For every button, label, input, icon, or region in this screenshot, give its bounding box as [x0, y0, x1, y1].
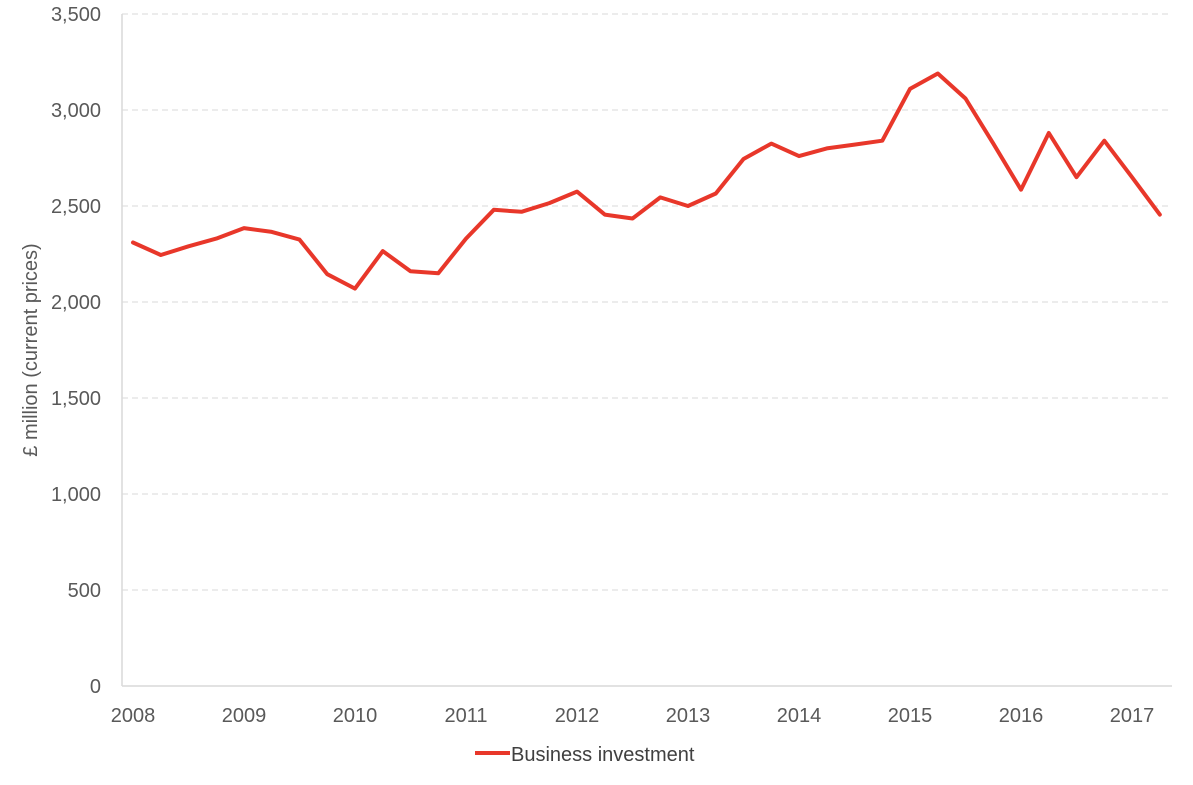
y-tick-label: 2,500	[51, 196, 101, 218]
x-tick-label: 2013	[666, 705, 711, 727]
x-tick-label: 2011	[444, 705, 487, 727]
y-axis-title: £ million (current prices)	[20, 243, 42, 456]
y-tick-label: 3,500	[51, 4, 101, 26]
x-tick-label: 2017	[1110, 705, 1155, 727]
x-tick-label: 2015	[888, 705, 933, 727]
x-tick-label: 2016	[999, 705, 1044, 727]
x-tick-label: 2008	[111, 705, 156, 727]
y-tick-label: 1,000	[51, 484, 101, 506]
x-tick-label: 2014	[777, 705, 822, 727]
legend: Business investment	[475, 744, 695, 766]
y-axis-ticks: 0 500 1,000 1,500 2,000 2,500 3,000 3,500	[51, 4, 101, 698]
x-tick-label: 2010	[333, 705, 378, 727]
series-group	[131, 71, 1162, 291]
x-axis-ticks: 2008 2009 2010 2011 2012 2013 2014 2015 2016 2017	[111, 705, 1155, 727]
y-tick-label: 1,500	[51, 388, 101, 410]
gridlines	[122, 13, 1172, 591]
y-tick-label: 500	[68, 580, 101, 602]
x-tick-label: 2012	[555, 705, 600, 727]
y-tick-label: 2,000	[51, 292, 101, 314]
x-tick-label: 2009	[222, 705, 267, 727]
legend-label: Business investment	[511, 744, 695, 766]
series-line-business-investment	[131, 71, 1162, 291]
y-tick-label: 0	[90, 676, 101, 698]
y-tick-label: 3,000	[51, 100, 101, 122]
